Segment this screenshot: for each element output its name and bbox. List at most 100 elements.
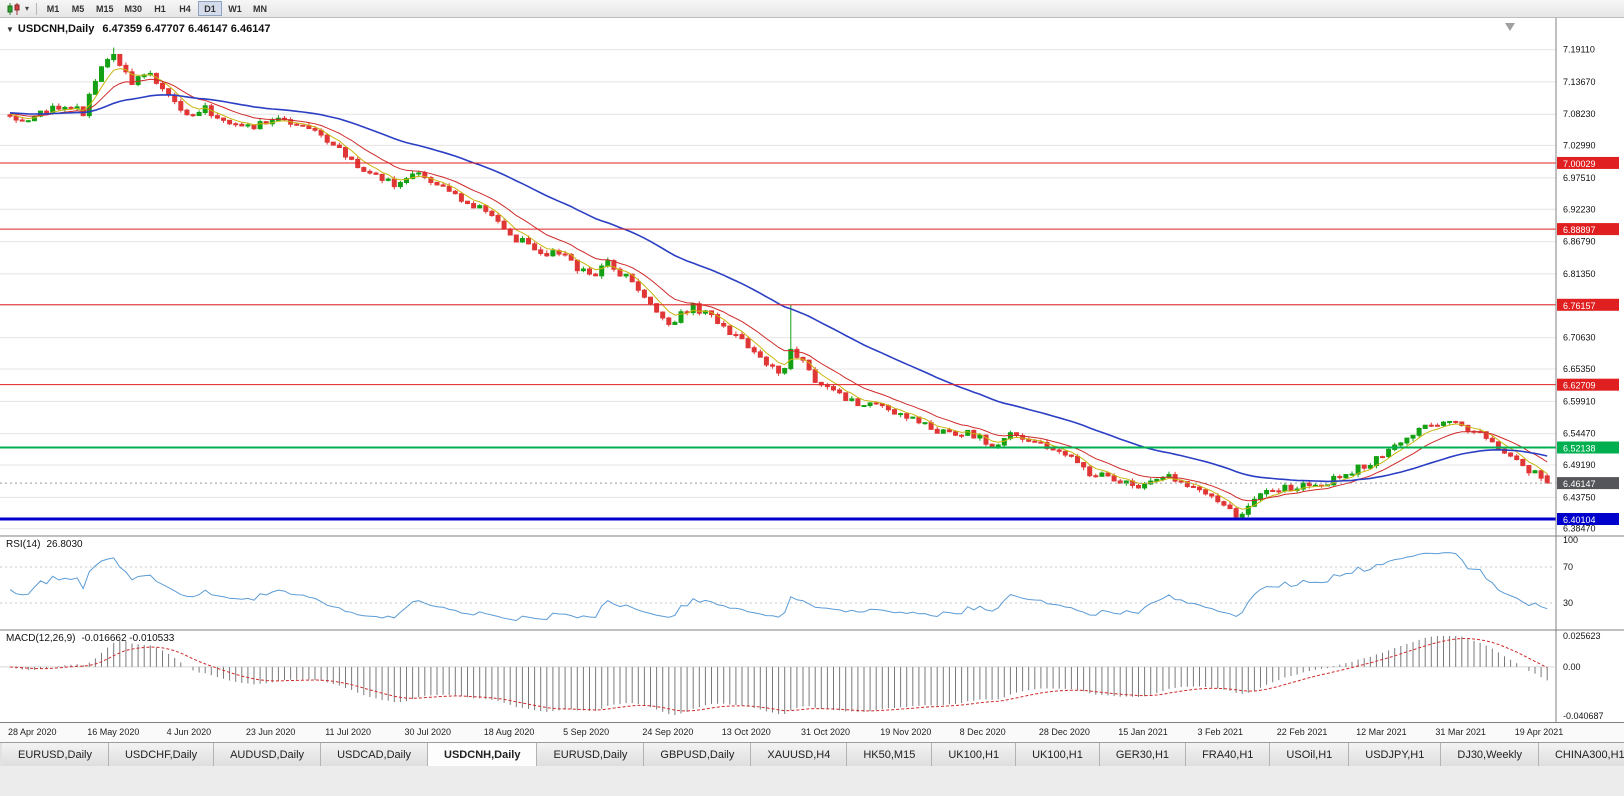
price-badge: 6.52138 bbox=[1557, 441, 1619, 454]
chart-type-dropdown-icon[interactable]: ▾ bbox=[24, 4, 29, 13]
svg-text:100: 100 bbox=[1563, 535, 1578, 545]
svg-text:6.46147: 6.46147 bbox=[1563, 479, 1596, 489]
svg-text:0.025623: 0.025623 bbox=[1563, 631, 1601, 641]
timeframe-buttons: M1 M5 M15 M30 H1 H4 D1 W1 MN bbox=[41, 1, 272, 16]
date-label: 11 Jul 2020 bbox=[325, 727, 372, 737]
svg-text:6.70630: 6.70630 bbox=[1563, 333, 1596, 343]
svg-text:6.65350: 6.65350 bbox=[1563, 364, 1596, 374]
svg-text:6.59910: 6.59910 bbox=[1563, 396, 1596, 406]
timeframe-button-m5[interactable]: M5 bbox=[71, 3, 85, 14]
timeframe-button-h1[interactable]: H1 bbox=[154, 3, 166, 14]
chart-tab-xauusd-h4[interactable]: XAUUSD,H4 bbox=[751, 743, 848, 766]
svg-text:7.00029: 7.00029 bbox=[1563, 159, 1596, 169]
price-badge: 6.88897 bbox=[1557, 223, 1619, 236]
date-axis[interactable]: 28 Apr 2020 16 May 2020 4 Jun 2020 23 Jun 2… bbox=[0, 722, 1624, 742]
macd-histogram bbox=[9, 636, 1548, 716]
date-label: 31 Oct 2020 bbox=[801, 727, 851, 737]
chart-tab-fra40-h1[interactable]: FRA40,H1 bbox=[1186, 743, 1271, 766]
date-label: 31 Mar 2021 bbox=[1435, 727, 1486, 737]
date-label: 23 Jun 2020 bbox=[245, 727, 296, 737]
svg-text:6.52138: 6.52138 bbox=[1563, 443, 1596, 453]
svg-text:0.00: 0.00 bbox=[1563, 662, 1581, 672]
svg-text:7.19110: 7.19110 bbox=[1563, 45, 1595, 55]
chart-canvas[interactable]: 7.19110 7.13670 7.08230 7.02990 6.97510 6.922… bbox=[0, 18, 1624, 722]
timeframe-button-m15[interactable]: M15 bbox=[96, 3, 114, 14]
chart-tab-china300-h1[interactable]: CHINA300,H1 bbox=[1538, 743, 1624, 766]
date-label: 8 Dec 2020 bbox=[959, 727, 1006, 737]
chart-tab-eurusd-daily[interactable]: EURUSD,Daily bbox=[2, 743, 109, 766]
ma-fast-line bbox=[9, 68, 1548, 510]
chart-tab-audusd-daily[interactable]: AUDUSD,Daily bbox=[214, 743, 322, 766]
chart-tab-gbpusd-daily[interactable]: GBPUSD,Daily bbox=[644, 743, 752, 766]
date-label: 22 Feb 2021 bbox=[1276, 727, 1328, 737]
svg-text:6.62709: 6.62709 bbox=[1563, 381, 1596, 391]
svg-text:6.49190: 6.49190 bbox=[1563, 460, 1596, 470]
svg-text:6.81350: 6.81350 bbox=[1563, 269, 1596, 279]
chart-tab-usdchf-daily[interactable]: USDCHF,Daily bbox=[108, 743, 215, 766]
price-badge: 6.76157 bbox=[1557, 298, 1619, 311]
candlestick-chart-icon[interactable] bbox=[4, 1, 22, 16]
svg-text:-0.040687: -0.040687 bbox=[1563, 711, 1604, 721]
timeframe-toolbar: ▾ M1 M5 M15 M30 H1 H4 D1 W1 MN bbox=[0, 0, 1624, 18]
date-label: 13 Oct 2020 bbox=[721, 727, 771, 737]
date-label: 19 Apr 2021 bbox=[1514, 727, 1564, 737]
date-label: 5 Sep 2020 bbox=[563, 727, 610, 737]
ma-slow-line bbox=[9, 94, 1548, 483]
rsi-line bbox=[9, 552, 1548, 622]
chart-tab-uk100-h1[interactable]: UK100,H1 bbox=[932, 743, 1017, 766]
svg-text:6.92230: 6.92230 bbox=[1563, 204, 1596, 214]
price-badge: 6.62709 bbox=[1557, 378, 1619, 391]
date-label: 12 Mar 2021 bbox=[1356, 727, 1407, 737]
candlestick-series bbox=[7, 47, 1550, 520]
date-label: 30 Jul 2020 bbox=[404, 727, 452, 737]
svg-text:6.38470: 6.38470 bbox=[1563, 524, 1596, 534]
chart-tab-usoil-h1[interactable]: USOil,H1 bbox=[1270, 743, 1350, 766]
price-badge: 7.00029 bbox=[1557, 156, 1619, 169]
chart-tab-usdjpy-h1[interactable]: USDJPY,H1 bbox=[1349, 743, 1442, 766]
chart-tab-eurusd-daily[interactable]: EURUSD,Daily bbox=[537, 743, 645, 766]
svg-text:6.54470: 6.54470 bbox=[1563, 429, 1596, 439]
toolbar-separator bbox=[36, 2, 37, 15]
svg-text:6.88897: 6.88897 bbox=[1563, 225, 1596, 235]
svg-text:7.02990: 7.02990 bbox=[1563, 140, 1596, 150]
chart-shift-marker-icon bbox=[1505, 23, 1515, 31]
svg-text:6.43750: 6.43750 bbox=[1563, 492, 1596, 502]
svg-text:6.97510: 6.97510 bbox=[1563, 173, 1596, 183]
chart-tab-ger30-h1[interactable]: GER30,H1 bbox=[1099, 743, 1187, 766]
ma-mid-line bbox=[9, 78, 1548, 502]
window-bottom-strip bbox=[0, 766, 1624, 796]
svg-text:6.76157: 6.76157 bbox=[1563, 301, 1596, 311]
timeframe-button-d1[interactable]: D1 bbox=[198, 1, 223, 16]
date-label: 16 May 2020 bbox=[87, 727, 140, 737]
price-badge: 6.46147 bbox=[1557, 477, 1619, 490]
timeframe-button-m30[interactable]: M30 bbox=[124, 3, 143, 14]
timeframe-button-h4[interactable]: H4 bbox=[179, 3, 191, 14]
timeframe-button-m1[interactable]: M1 bbox=[46, 3, 60, 14]
chart-tab-uk100-h1[interactable]: UK100,H1 bbox=[1016, 743, 1100, 766]
timeframe-button-mn[interactable]: MN bbox=[253, 3, 268, 14]
price-scale[interactable]: 7.19110 7.13670 7.08230 7.02990 6.97510 6.922… bbox=[1557, 45, 1619, 721]
chart-tab-usdcad-daily[interactable]: USDCAD,Daily bbox=[321, 743, 429, 766]
date-label: 28 Dec 2020 bbox=[1038, 727, 1090, 737]
chart-tab-hk50-m15[interactable]: HK50,M15 bbox=[847, 743, 933, 766]
svg-text:7.08230: 7.08230 bbox=[1563, 109, 1596, 119]
chart-tab-usdcnh-daily[interactable]: USDCNH,Daily bbox=[428, 743, 538, 766]
date-label: 4 Jun 2020 bbox=[166, 727, 212, 737]
price-badge: 6.40104 bbox=[1557, 513, 1619, 525]
chart-tab-dj30-weekly[interactable]: DJ30,Weekly bbox=[1441, 743, 1539, 766]
date-label: 15 Jan 2021 bbox=[1118, 727, 1168, 737]
date-label: 24 Sep 2020 bbox=[642, 727, 694, 737]
svg-text:70: 70 bbox=[1563, 562, 1573, 572]
date-label: 18 Aug 2020 bbox=[483, 727, 535, 737]
macd-signal-line bbox=[9, 638, 1548, 712]
svg-text:6.86790: 6.86790 bbox=[1563, 237, 1596, 247]
svg-text:6.40104: 6.40104 bbox=[1563, 515, 1596, 525]
date-label: 19 Nov 2020 bbox=[880, 727, 932, 737]
chart-tabs-bar: EURUSD,Daily USDCHF,Daily AUDUSD,Daily USDC… bbox=[0, 742, 1624, 766]
svg-text:7.13670: 7.13670 bbox=[1563, 77, 1596, 87]
date-label: 3 Feb 2021 bbox=[1197, 727, 1244, 737]
timeframe-button-w1[interactable]: W1 bbox=[228, 3, 242, 14]
date-label: 28 Apr 2020 bbox=[8, 727, 57, 737]
svg-text:30: 30 bbox=[1563, 598, 1573, 608]
